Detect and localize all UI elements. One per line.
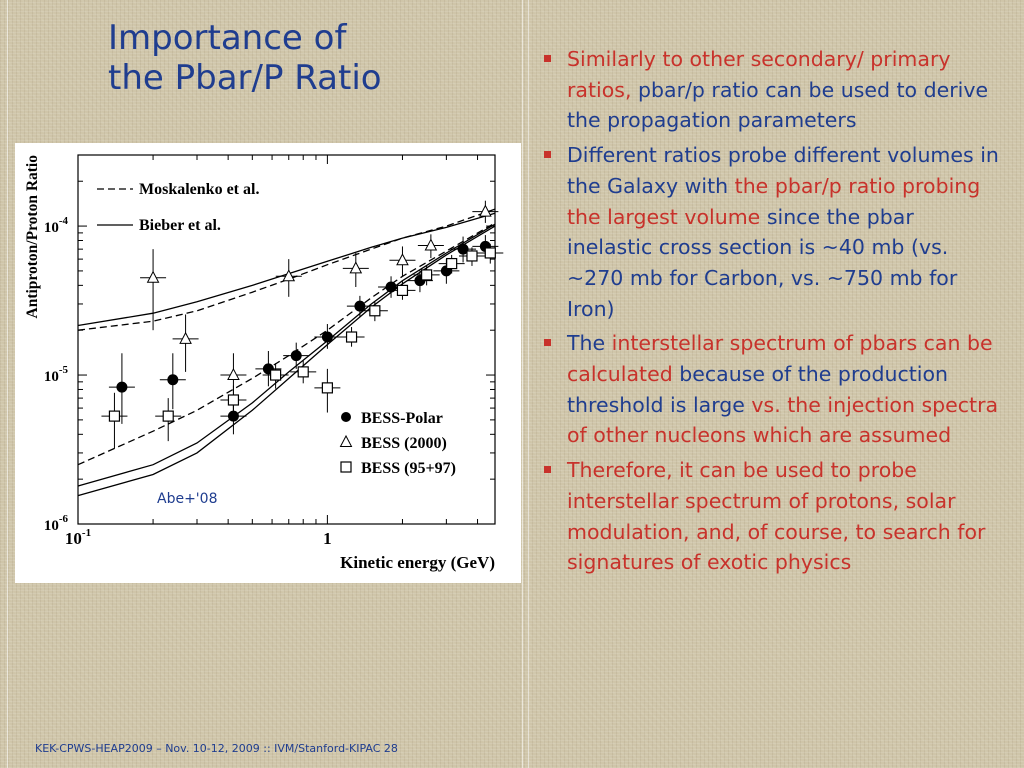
x-tick-label-base: 10 — [65, 529, 82, 548]
bullet-text-segment: the pbar/p ratio probing the largest vol… — [567, 173, 981, 229]
bullet-text-segment: because of the production threshold is l… — [567, 362, 949, 417]
slide-title-line-2: the Pbar/P Ratio — [108, 58, 382, 98]
x-axis-label: Kinetic energy (GeV) — [340, 553, 495, 572]
data-point-bess-2000 — [227, 367, 240, 381]
y-tick-label-exponent: -5 — [59, 364, 69, 376]
bullet-list: Similarly to other secondary/ primary ra… — [541, 44, 1001, 582]
model-curve-solid — [77, 225, 496, 497]
divider-line — [522, 0, 523, 768]
bullet-text-segment: The — [567, 331, 612, 356]
bullet-marker-icon — [544, 55, 551, 62]
data-point-bess-95-97 — [369, 305, 381, 317]
data-point-bess-95-97 — [484, 247, 496, 259]
data-point-bess-2000 — [396, 253, 409, 266]
data-point-bess-polar — [290, 350, 302, 362]
y-tick-label-base: 10 — [44, 220, 59, 236]
legend-marker-triangle — [339, 434, 353, 447]
bullet-text-segment: Therefore, it can be used to probe inter… — [567, 458, 986, 575]
legend-marker-square — [340, 461, 352, 473]
model-curve-dashed — [77, 222, 496, 466]
bullet-marker-icon — [544, 339, 551, 347]
legend-marker-circle — [341, 412, 351, 422]
data-point-bess-polar — [354, 300, 366, 312]
y-tick-label-exponent: -4 — [59, 215, 69, 227]
divider-line — [528, 0, 529, 768]
data-point-bess-2000 — [179, 331, 192, 344]
legend-label: BESS (2000) — [361, 435, 447, 452]
x-tick-label: 10-1 — [65, 527, 91, 548]
bullet-marker-icon — [544, 151, 551, 159]
legend-label: BESS (95+97) — [361, 460, 456, 477]
y-tick-label: 10-5 — [44, 364, 69, 385]
legend-label: Bieber et al. — [139, 217, 221, 234]
y-tick-label: 10-4 — [44, 215, 69, 236]
bullet-text-segment: vs. the injection spectra of other nucle… — [567, 392, 999, 448]
data-point-bess-2000 — [282, 269, 296, 282]
data-point-bess-95-97 — [270, 369, 282, 381]
data-point-bess-95-97 — [345, 331, 358, 343]
bullet-text-segment: Different ratios probe different volumes… — [567, 143, 999, 198]
data-point-bess-95-97 — [297, 366, 309, 378]
x-tick-label-base: 1 — [323, 529, 332, 548]
slide-title-line-1: Importance of — [108, 18, 347, 58]
data-point-bess-polar — [167, 374, 179, 386]
slide-footer: KEK-CPWS-HEAP2009 – Nov. 10-12, 2009 :: … — [35, 742, 398, 755]
data-point-bess-95-97 — [321, 382, 333, 394]
model-curve-solid — [77, 223, 496, 487]
data-point-bess-95-97 — [466, 250, 478, 262]
bullet-text-segment: Similarly to other secondary/ primary ra… — [567, 47, 951, 102]
x-tick-label-exponent: -1 — [82, 527, 91, 539]
model-curve-solid — [77, 212, 496, 327]
slide-title: Importance of the Pbar/P Ratio — [108, 18, 382, 98]
data-point-bess-95-97 — [421, 269, 433, 281]
data-point-bess-polar — [457, 243, 469, 255]
y-tick-label-base: 10 — [44, 369, 59, 385]
data-point-bess-2000 — [349, 261, 363, 274]
chart-figure: 10-1 1 10-6 10-5 10-4 Kinetic energy (GeV) Ant… — [15, 143, 521, 583]
legend-label: Moskalenko et al. — [139, 181, 259, 198]
data-point-bess-95-97 — [108, 410, 121, 422]
data-point-bess-polar — [116, 381, 128, 393]
data-point-bess-polar — [385, 281, 397, 293]
data-point-bess-2000 — [424, 238, 438, 251]
bullet-marker-icon — [544, 466, 551, 474]
x-tick-label: 1 — [323, 529, 332, 548]
data-point-bess-2000 — [146, 270, 160, 283]
data-point-bess-95-97 — [227, 394, 240, 406]
data-point-bess-polar — [321, 331, 333, 343]
bullet-item: Different ratios probe different volumes… — [541, 140, 1001, 324]
data-point-bess-95-97 — [162, 410, 174, 422]
bullet-text-segment: interstellar spectrum of pbars can be ca… — [567, 331, 993, 387]
y-axis-label: Antiproton/Proton Ratio — [24, 155, 41, 319]
citation-annotation: Abe+'08 — [157, 491, 217, 507]
bullet-item: Similarly to other secondary/ primary ra… — [541, 44, 1001, 136]
y-tick-label-exponent: -6 — [59, 513, 69, 525]
bullet-text-segment: since the pbar inelastic cross section i… — [567, 204, 958, 321]
data-point-bess-2000 — [479, 204, 492, 217]
y-tick-label: 10-6 — [44, 513, 69, 534]
data-point-bess-95-97 — [396, 284, 409, 296]
bullet-text-segment: pbar/p ratio can be used to derive the p… — [567, 77, 989, 133]
bullet-item: Therefore, it can be used to probe inter… — [541, 455, 1001, 578]
bullet-item: The interstellar spectrum of pbars can b… — [541, 328, 1001, 451]
divider-line — [7, 0, 8, 768]
data-point-bess-95-97 — [446, 257, 458, 270]
plot-frame — [77, 154, 496, 525]
y-tick-label-base: 10 — [44, 518, 59, 534]
legend-label: BESS-Polar — [361, 410, 443, 427]
